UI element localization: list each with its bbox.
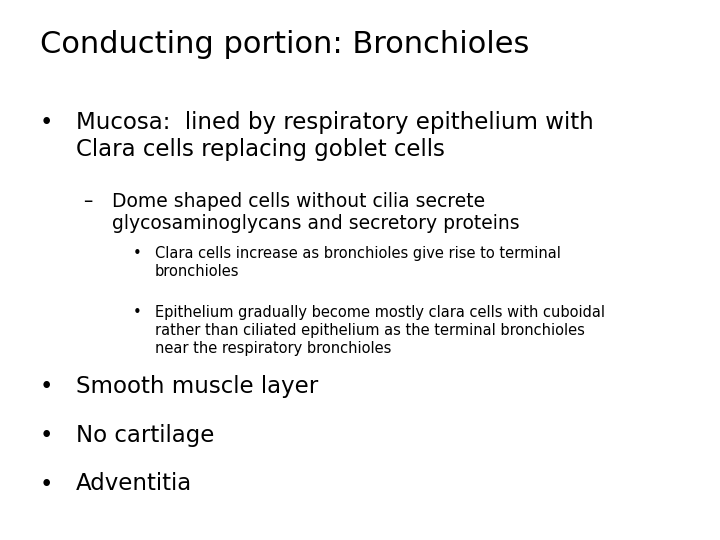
Text: •: • xyxy=(40,375,53,399)
Text: Mucosa:  lined by respiratory epithelium with
Clara cells replacing goblet cells: Mucosa: lined by respiratory epithelium … xyxy=(76,111,593,161)
Text: –: – xyxy=(83,192,92,211)
Text: Clara cells increase as bronchioles give rise to terminal
bronchioles: Clara cells increase as bronchioles give… xyxy=(155,246,561,279)
Text: No cartilage: No cartilage xyxy=(76,424,214,447)
Text: •: • xyxy=(133,305,142,320)
Text: Smooth muscle layer: Smooth muscle layer xyxy=(76,375,318,399)
Text: Dome shaped cells without cilia secrete
glycosaminoglycans and secretory protein: Dome shaped cells without cilia secrete … xyxy=(112,192,519,233)
Text: Adventitia: Adventitia xyxy=(76,472,192,496)
Text: •: • xyxy=(40,472,53,496)
Text: Epithelium gradually become mostly clara cells with cuboidal
rather than ciliate: Epithelium gradually become mostly clara… xyxy=(155,305,605,356)
Text: •: • xyxy=(133,246,142,261)
Text: •: • xyxy=(40,424,53,447)
Text: •: • xyxy=(40,111,53,134)
Text: Conducting portion: Bronchioles: Conducting portion: Bronchioles xyxy=(40,30,529,59)
